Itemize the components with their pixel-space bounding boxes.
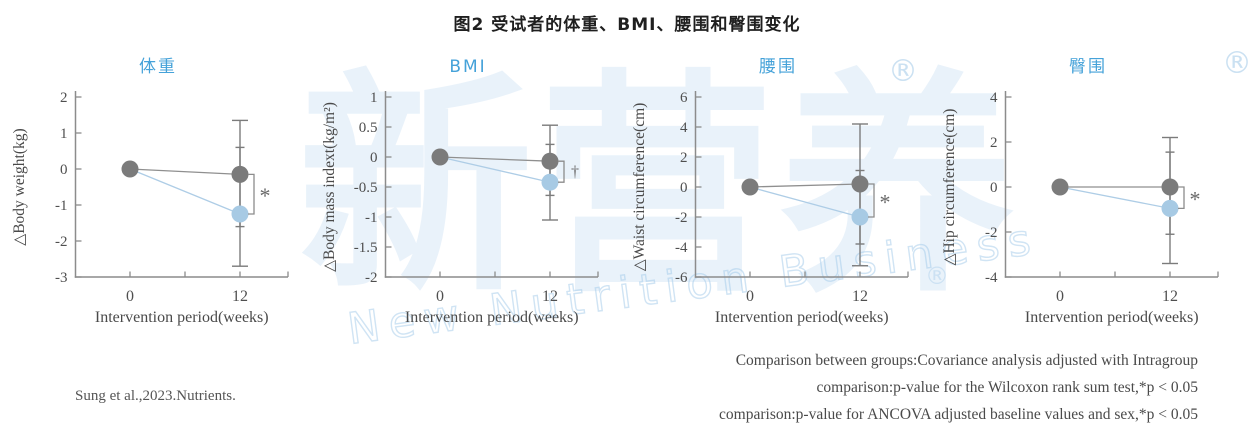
x-tick-label: 12: [1162, 288, 1178, 305]
y-tick-label: 1: [370, 90, 378, 106]
y-tick-label: -3: [55, 270, 68, 286]
y-tick-label: -2: [55, 234, 68, 250]
y-tick-label: -2: [985, 225, 998, 241]
y-tick-label: 0: [680, 180, 688, 196]
footnote-line: Comparison between groups:Covariance ana…: [735, 352, 1198, 369]
y-tick-label: 2: [990, 135, 998, 151]
series-line-intervention: [1059, 186, 1171, 210]
y-tick-label: 2: [60, 90, 68, 106]
y-tick-label: -2: [365, 270, 378, 286]
y-tick-label: -2: [675, 210, 688, 226]
data-point-week12-intervention: [231, 205, 249, 223]
series-line-control: [129, 168, 241, 176]
y-tick-label: 4: [990, 90, 998, 106]
sig-bracket: [1178, 186, 1185, 210]
x-axis-label: Intervention period(weeks): [405, 309, 579, 326]
y-tick-label: 6: [680, 90, 688, 106]
y-tick-label: -4: [675, 240, 688, 256]
x-tick-label: 0: [436, 288, 444, 305]
x-tick-label: 12: [542, 288, 558, 305]
y-tick-label: 4: [680, 120, 688, 136]
x-axis-label: Intervention period(weeks): [95, 309, 269, 326]
data-point-week12-control: [851, 175, 869, 193]
sig-symbol: *: [1190, 187, 1201, 212]
subplot-chart: 体重 2 1 0 -1 -2 -3 0 12 Intervention period(weeks)…: [11, 57, 289, 326]
y-axis-label: △Hip circumference(cm): [941, 109, 958, 266]
y-axis-label: △Body mass indext(kg/m²): [321, 102, 338, 272]
data-point-baseline: [1051, 178, 1069, 196]
y-tick-label: -4: [985, 270, 998, 286]
subplot-2: BMI 1 0.5 0 -0.5 -1 -1.5 -2 0 12 Intervention peri…: [318, 45, 618, 340]
footnote-block: Comparison between groups:Covariance ana…: [719, 347, 1198, 428]
y-tick-label: -1.5: [354, 240, 378, 256]
y-tick-label: 0: [60, 162, 68, 178]
figure-title: 图2 受试者的体重、BMI、腰围和臀围变化: [453, 15, 801, 35]
series-line-control: [749, 183, 861, 188]
y-tick-label: -1: [365, 210, 378, 226]
data-point-week12-control: [541, 152, 559, 170]
data-point-baseline: [741, 178, 759, 196]
data-point-week12-control: [1161, 178, 1179, 196]
subplot-title: BMI: [449, 57, 486, 77]
subplot-chart: 臀围 4 2 0 -2 -4 0 12 Intervention period(weeks) △H…: [941, 57, 1219, 326]
sig-bracket: [248, 173, 255, 215]
series-line-intervention: [749, 186, 861, 218]
x-tick-label: 0: [1056, 288, 1064, 305]
x-axis-label: Intervention period(weeks): [1025, 309, 1199, 326]
y-tick-label: -6: [675, 270, 688, 286]
sig-bracket: [868, 183, 875, 218]
data-point-week12-intervention: [541, 173, 559, 191]
footnote-line: comparison:p-value for ANCOVA adjusted b…: [719, 406, 1198, 423]
sig-symbol: †: [571, 164, 579, 181]
subplot-title: 体重: [139, 57, 177, 77]
subplot-title: 腰围: [759, 57, 797, 77]
x-axis-label: Intervention period(weeks): [715, 309, 889, 326]
subplot-chart: 腰围 6 4 2 0 -2 -4 -6 0 12 Intervention period(weeks…: [631, 57, 909, 326]
series-line-intervention: [129, 168, 241, 215]
subplot-4: 臀围 4 2 0 -2 -4 0 12 Intervention period(weeks) △H…: [938, 45, 1238, 340]
data-point-baseline: [121, 160, 139, 178]
source-citation: Sung et al.,2023.Nutrients.: [75, 388, 236, 404]
y-tick-label: 1: [60, 126, 68, 142]
data-point-week12-intervention: [1161, 199, 1179, 217]
y-tick-label: 0: [990, 180, 998, 196]
series-line-control: [439, 156, 551, 162]
footnote-line: comparison:p-value for the Wilcoxon rank…: [816, 379, 1198, 396]
data-point-baseline: [431, 148, 449, 166]
data-point-week12-intervention: [851, 208, 869, 226]
y-tick-label: 2: [680, 150, 688, 166]
subplot-chart: BMI 1 0.5 0 -0.5 -1 -1.5 -2 0 12 Intervention peri…: [321, 57, 599, 326]
y-tick-label: -1: [55, 198, 68, 214]
data-point-week12-control: [231, 165, 249, 183]
subplot-title: 臀围: [1069, 57, 1107, 77]
subplot-1: 体重 2 1 0 -1 -2 -3 0 12 Intervention period(weeks)…: [8, 45, 308, 340]
y-axis-label: △Body weight(kg): [11, 128, 28, 245]
sig-symbol: *: [260, 183, 271, 208]
y-tick-label: 0: [370, 150, 378, 166]
x-tick-label: 12: [232, 288, 248, 305]
subplot-3: 腰围 6 4 2 0 -2 -4 -6 0 12 Intervention period(weeks…: [628, 45, 928, 340]
series-line-intervention: [439, 156, 551, 183]
x-tick-label: 12: [852, 288, 868, 305]
x-tick-label: 0: [746, 288, 754, 305]
x-tick-label: 0: [126, 288, 134, 305]
sig-symbol: *: [880, 190, 891, 215]
y-axis-label: △Waist circumference(cm): [631, 103, 648, 272]
y-tick-label: -0.5: [354, 180, 378, 196]
y-tick-label: 0.5: [359, 120, 378, 136]
sig-bracket: [558, 160, 565, 183]
